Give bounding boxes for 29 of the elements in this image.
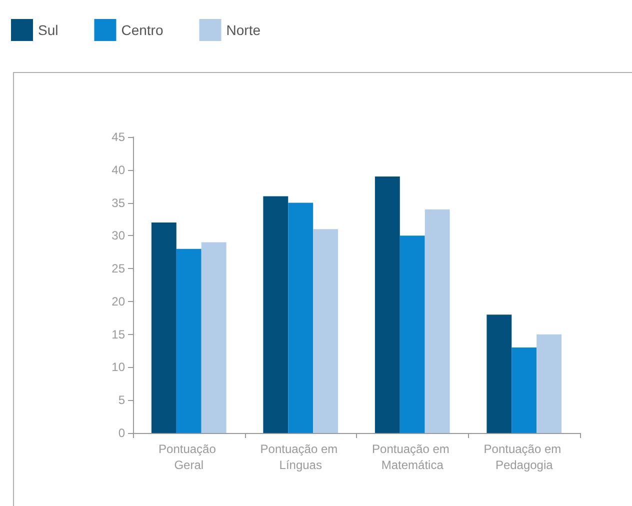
bar — [400, 236, 425, 433]
bar — [288, 202, 314, 433]
y-tick-label: 35 — [112, 196, 126, 210]
legend-label: Centro — [121, 22, 164, 38]
bar — [424, 209, 450, 433]
legend-label: Norte — [226, 22, 261, 38]
legend-label: Sul — [38, 22, 58, 38]
y-tick-label: 40 — [112, 162, 126, 177]
bar — [536, 334, 562, 433]
bar — [176, 248, 202, 433]
y-tick-label: 45 — [112, 130, 126, 144]
x-tick-label: Pontuação Geral — [158, 442, 220, 472]
bar — [151, 222, 176, 433]
bar — [486, 314, 512, 433]
y-tick-label: 25 — [112, 262, 126, 276]
y-tick-label: 10 — [112, 360, 126, 374]
bar — [201, 242, 226, 433]
y-tick-label: 20 — [112, 294, 126, 308]
y-tick-label: 5 — [118, 393, 126, 408]
x-tick-label: Pontuação em Línguas — [260, 442, 341, 472]
bar — [313, 229, 338, 433]
bar — [263, 196, 288, 433]
y-tick-label: 30 — [112, 228, 126, 243]
bar — [512, 347, 537, 433]
y-tick-label: 15 — [112, 327, 126, 342]
bar — [374, 176, 400, 433]
x-tick-label: Pontuação em Matemática — [372, 442, 453, 472]
x-tick-label: Pontuação em Pedagogia — [484, 442, 564, 472]
y-tick-label: 0 — [118, 426, 126, 440]
